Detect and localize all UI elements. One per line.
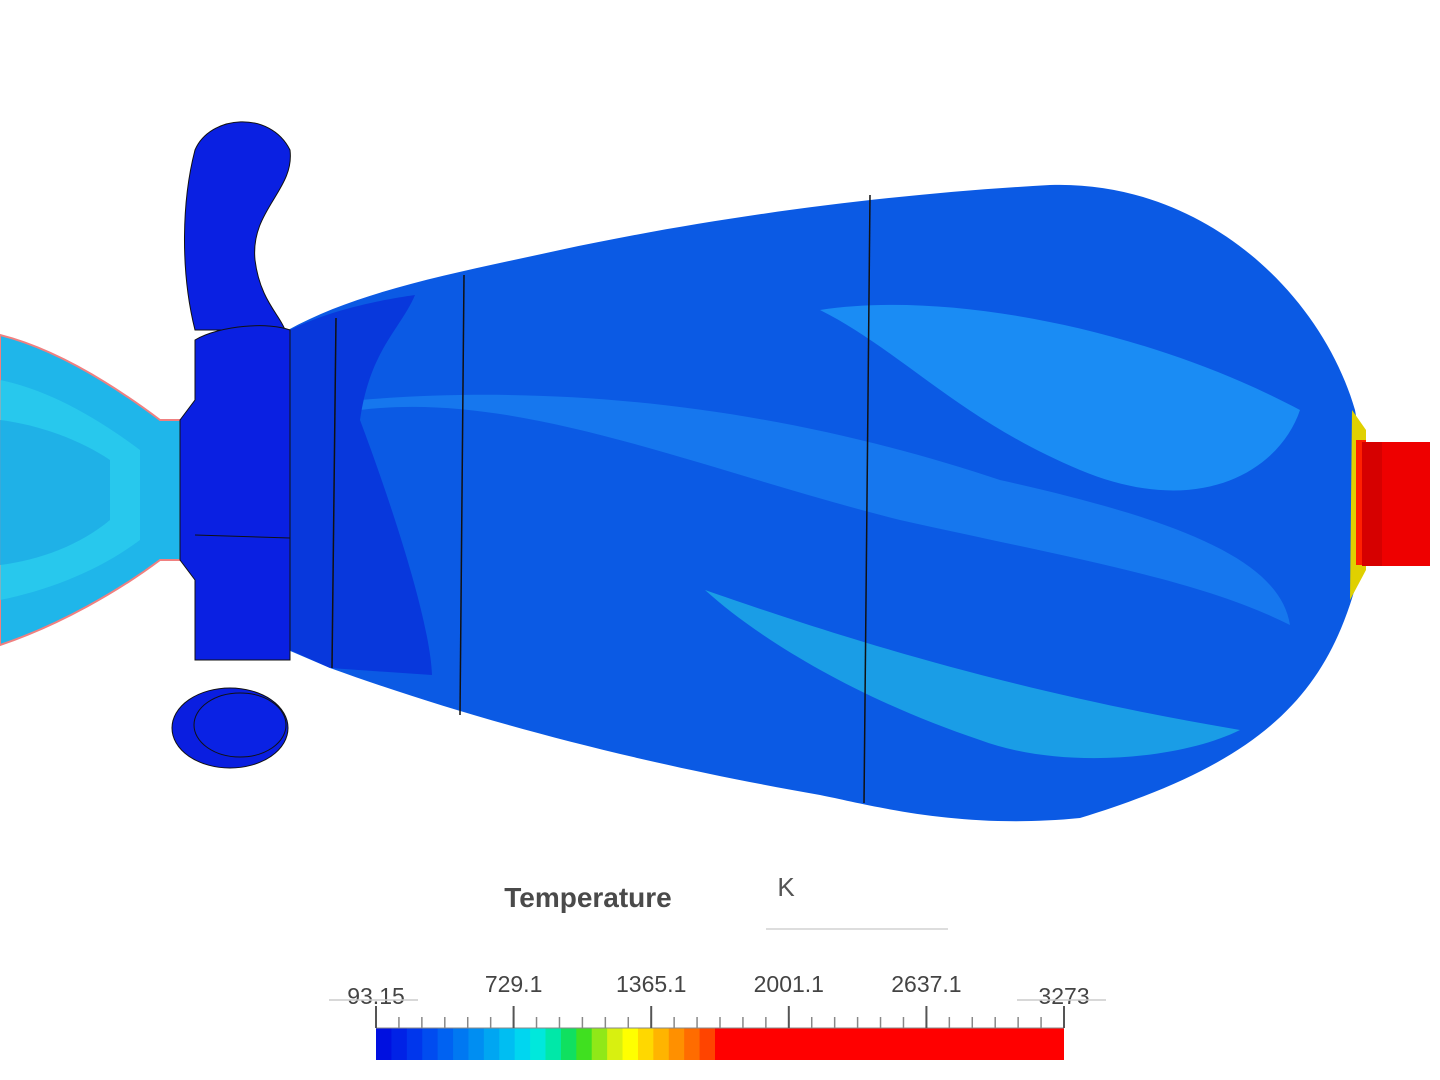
temp-band bbox=[820, 304, 1300, 491]
legend-unit: K bbox=[777, 872, 795, 902]
colorbar-segment bbox=[576, 1028, 593, 1060]
temp-band bbox=[290, 295, 432, 675]
colorbar-segment bbox=[715, 1028, 1064, 1060]
exit-pipe-shade bbox=[1362, 442, 1382, 566]
seam bbox=[331, 317, 337, 669]
legend-title: Temperature bbox=[504, 882, 672, 913]
colorbar-segment bbox=[560, 1028, 577, 1060]
seam bbox=[863, 194, 871, 804]
temp-band bbox=[705, 590, 1240, 759]
temp-band bbox=[360, 394, 1290, 625]
manifold-bottom-end bbox=[193, 692, 287, 758]
tick-label: 3273 bbox=[1038, 983, 1089, 1009]
colorbar-segment bbox=[514, 1028, 531, 1060]
colorbar-segment bbox=[622, 1028, 639, 1060]
colorbar-segment bbox=[653, 1028, 670, 1060]
tick-label: 729.1 bbox=[485, 971, 543, 997]
colorbar-segment bbox=[591, 1028, 608, 1060]
colorbar-segment bbox=[607, 1028, 624, 1060]
tick-label: 93.15 bbox=[347, 983, 405, 1009]
colorbar-segment bbox=[391, 1028, 408, 1060]
manifold-ring bbox=[179, 325, 291, 661]
legend: Temperature K 93.15 729.1 1365.1 2001.1 2637… bbox=[329, 872, 1106, 1060]
colorbar-segment bbox=[637, 1028, 654, 1060]
colorbar-segment bbox=[699, 1028, 716, 1060]
colorbar-segment bbox=[668, 1028, 685, 1060]
colorbar-segment bbox=[422, 1028, 439, 1060]
colorbar-segment bbox=[468, 1028, 485, 1060]
colorbar-segment bbox=[483, 1028, 500, 1060]
tick-label: 2001.1 bbox=[754, 971, 824, 997]
colorbar-segment bbox=[376, 1028, 392, 1060]
seam bbox=[194, 534, 291, 539]
colorbar-segment bbox=[545, 1028, 562, 1060]
tick-label: 2637.1 bbox=[891, 971, 961, 997]
colorbar-segment bbox=[684, 1028, 701, 1060]
tick-label: 1365.1 bbox=[616, 971, 686, 997]
colorbar-segment bbox=[499, 1028, 516, 1060]
manifold-pipe bbox=[184, 121, 291, 331]
colorbar-segment bbox=[453, 1028, 469, 1060]
colorbar-segment bbox=[437, 1028, 454, 1060]
nozzle-band bbox=[0, 420, 110, 565]
seam bbox=[459, 274, 465, 716]
colorbar-segment bbox=[406, 1028, 423, 1060]
render bbox=[0, 121, 1430, 822]
colorbar-segment bbox=[530, 1028, 546, 1060]
